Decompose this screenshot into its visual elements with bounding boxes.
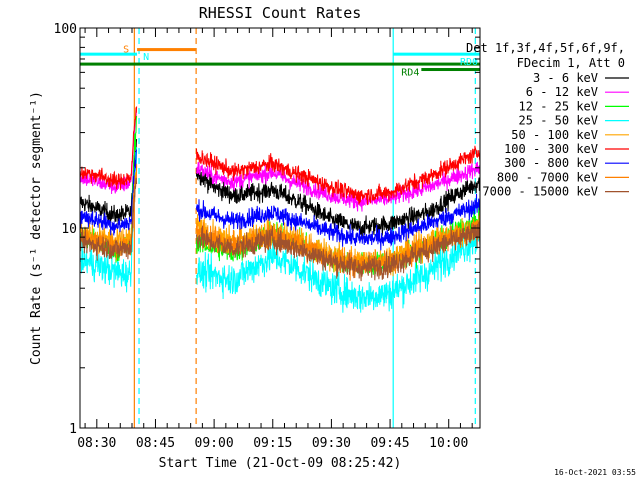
chart-title: RHESSI Count Rates — [199, 4, 362, 22]
x-axis-label: Start Time (21-Oct-09 08:25:42) — [159, 456, 402, 471]
legend-label-1: 6 - 12 keV — [526, 85, 598, 99]
timestamp-stamp: 16-Oct-2021 03:55 — [554, 468, 636, 477]
series-line-5-segment-1 — [80, 106, 138, 191]
y-tick-label-0: 1 — [69, 422, 77, 437]
x-tick-label-1: 08:45 — [136, 436, 175, 451]
flag-bar-4 — [421, 68, 480, 72]
flag-label-n: N — [143, 52, 149, 63]
x-tick-label-5: 09:45 — [370, 436, 409, 451]
series-line-8-segment-1 — [80, 177, 138, 261]
flag-label-s: S — [123, 45, 129, 56]
x-tick-label-3: 09:15 — [253, 436, 292, 451]
flag-label-rd0: RD0 — [460, 57, 478, 68]
y-axis-label: Count Rate (s⁻¹ detector segment⁻¹) — [29, 91, 44, 365]
legend-label-5: 100 - 300 keV — [504, 142, 598, 156]
x-tick-label-2: 09:00 — [195, 436, 234, 451]
series-line-3-segment-1 — [80, 147, 138, 293]
series-line-8-segment-2 — [196, 221, 480, 282]
series-line-4-segment-2 — [196, 214, 480, 277]
y-tick-label-1: 10 — [61, 222, 77, 237]
legend-label-3: 25 - 50 keV — [519, 114, 598, 128]
axes: 1 10 100 08:30 08:45 09:00 09:15 09:30 09:45 10:0… — [54, 22, 481, 451]
series-line-0-segment-1 — [80, 139, 138, 225]
flag-label-rd4: RD4 — [401, 68, 419, 79]
flag-bar-0 — [137, 48, 196, 52]
x-tick-label-0: 08:30 — [77, 436, 116, 451]
x-tick-label-4: 09:30 — [312, 436, 351, 451]
legend: Det 1f,3f,4f,5f,6f,9f,FDecim 1, Att 03 -… — [466, 41, 629, 199]
series-lines — [80, 106, 480, 313]
legend-label-4: 50 - 100 keV — [511, 128, 598, 142]
legend-label-6: 300 - 800 keV — [504, 156, 598, 170]
y-tick-label-2: 100 — [54, 22, 77, 37]
legend-header-1: FDecim 1, Att 0 — [517, 56, 625, 70]
legend-label-8: 7000 - 15000 keV — [482, 185, 598, 199]
series-line-6-segment-2 — [196, 193, 480, 251]
legend-label-7: 800 - 7000 keV — [497, 170, 598, 184]
x-tick-label-6: 10:00 — [429, 436, 468, 451]
legend-label-2: 12 - 25 keV — [519, 99, 598, 113]
legend-header-0: Det 1f,3f,4f,5f,6f,9f, — [466, 41, 625, 55]
series-line-5-segment-2 — [196, 145, 480, 206]
series-line-6-segment-1 — [80, 149, 138, 236]
flag-bars: S N RD0 RD4 — [80, 45, 480, 79]
series-line-3-segment-2 — [196, 224, 480, 313]
series-line-1-segment-2 — [196, 161, 480, 212]
legend-label-0: 3 - 6 keV — [533, 71, 598, 85]
flag-bar-3 — [393, 52, 480, 56]
flag-bar-2 — [80, 62, 480, 66]
flag-bar-1 — [80, 52, 138, 56]
